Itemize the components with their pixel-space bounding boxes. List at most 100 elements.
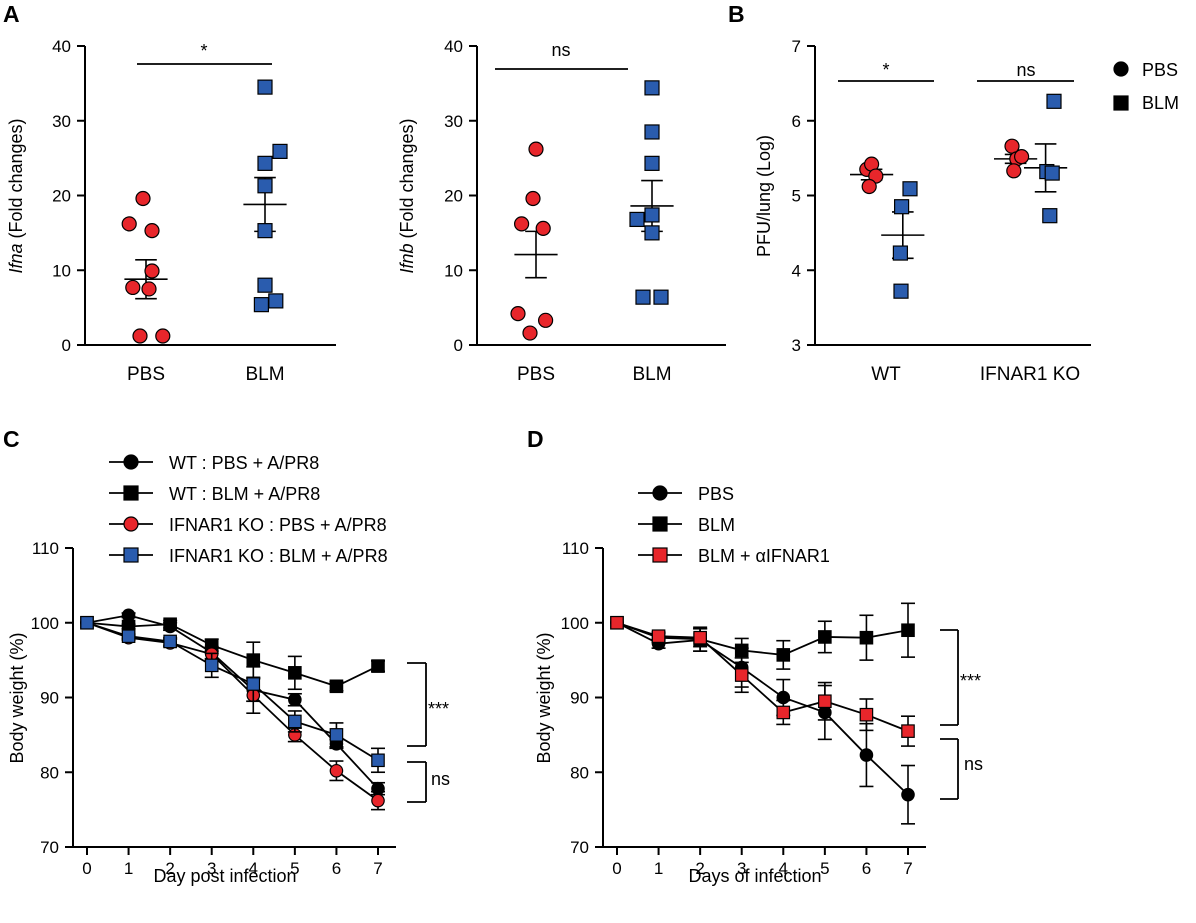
ifnb-x-tick-blm: BLM: [632, 364, 671, 385]
legend-blm-label: BLM: [1142, 93, 1179, 113]
panel-label-a: A: [3, 1, 20, 27]
ifna-pbs-point-5: [141, 281, 157, 297]
ifnb-y-axis-label-unit: (Fold changes): [397, 118, 417, 243]
d-series-1-line: [616, 621, 909, 656]
c-x-tick-label-6: 6: [332, 859, 341, 878]
ifna-pbs-point-2: [144, 223, 160, 239]
ifna-y-tick-label-1: 10: [52, 261, 71, 280]
body-weight-d-plot: Body weight (%) Days of infection *** ns…: [534, 484, 983, 886]
d-x-tick-label-0: 0: [612, 859, 621, 878]
c-series-0-legend-label: WT : PBS + A/PR8: [169, 453, 319, 473]
ifnb-blm-point-7: [653, 289, 669, 305]
pfu-y-tick-label-0: 3: [792, 336, 801, 355]
c-y-tick-label-4: 110: [32, 539, 59, 558]
ifnb-y-tick-label-1: 10: [444, 261, 463, 280]
ifnb-y-axis-label: Ifnb (Fold changes): [397, 118, 417, 273]
ifna-blm-point-6: [268, 293, 284, 309]
c-series-3-point-7: [371, 753, 385, 768]
pfu-ko-pbs-point-3: [1006, 163, 1022, 179]
ifnb-blm-point-4: [644, 207, 660, 223]
ifna-pbs-point-1: [121, 216, 137, 232]
legend-pbs-marker: [1113, 61, 1129, 77]
pfu-wt-blm-point-1: [893, 199, 910, 215]
c-significance-2: ns: [431, 769, 450, 789]
c-series-0-point-5: [288, 692, 302, 707]
d-series-2-legend-marker: [652, 547, 668, 563]
d-series-1-point-5: [818, 630, 832, 644]
d-x-axis-label: Days of infection: [688, 866, 821, 886]
d-y-tick-label-0: 70: [570, 838, 589, 857]
d-y-tick-label-3: 100: [561, 614, 589, 633]
ifnb-pbs-point-4: [510, 306, 526, 322]
ifna-pbs-point-0: [135, 190, 151, 207]
pfu-y-tick-label-1: 4: [792, 261, 801, 280]
pfu-ko-pbs-point-2: [1013, 149, 1030, 165]
c-series-3-line: [86, 621, 379, 762]
d-series-2-point-6: [859, 707, 874, 722]
ifna-blm-point-5: [253, 297, 269, 313]
body-weight-c-plot: Body weight (%) Day post infection *** n…: [7, 453, 450, 886]
d-series-1-point-6: [859, 630, 874, 645]
ifna-pbs-point-7: [155, 328, 171, 344]
ifnb-pbs-point-2: [513, 216, 530, 232]
c-series-1-point-6: [329, 679, 344, 694]
c-series-3-point-6: [329, 728, 344, 742]
ifna-y-tick-label-2: 20: [52, 187, 71, 206]
ifna-y-tick-label-0: 0: [62, 336, 71, 355]
c-series-1-legend-marker: [123, 485, 139, 501]
pfu-significance-wt: *: [882, 60, 889, 80]
legend-pbs-label: PBS: [1142, 60, 1178, 80]
c-series-2-point-6: [329, 763, 344, 778]
ifna-pbs-point-6: [132, 328, 148, 344]
pfu-wt-blm-point-0: [902, 181, 918, 197]
panel-label-c: C: [3, 426, 20, 452]
ifnb-y-tick-label-3: 30: [444, 112, 463, 131]
pfu-wt-pbs-point-3: [861, 178, 877, 195]
d-series-0-point-6: [859, 748, 874, 762]
ifnb-y-axis-label-gene: Ifnb: [397, 244, 417, 274]
d-series-0-legend-marker: [652, 485, 668, 501]
ifnb-y-tick-label-2: 20: [444, 187, 463, 206]
ifnb-blm-point-2: [644, 155, 660, 171]
pfu-wt-blm-point-3: [893, 283, 909, 299]
ifna-blm-point-2: [257, 155, 273, 171]
ifna-significance: *: [200, 41, 207, 61]
pfu-significance-ko: ns: [1016, 60, 1035, 80]
pfu-plot: PFU/lung (Log) WT IFNAR1 KO * ns PBS BLM…: [754, 37, 1179, 385]
c-x-tick-label-1: 1: [124, 859, 133, 878]
ifnb-y-tick-label-4: 40: [444, 37, 463, 56]
c-series-1-point-4: [246, 653, 261, 667]
pfu-ko-blm-point-0: [1046, 93, 1062, 109]
pfu-y-tick-label-4: 7: [792, 37, 801, 56]
d-y-tick-label-2: 90: [570, 689, 589, 708]
c-series-3-legend-marker: [123, 547, 139, 563]
d-x-tick-label-7: 7: [903, 859, 912, 878]
ifna-y-tick-label-4: 40: [52, 37, 71, 56]
d-x-tick-label-4: 4: [779, 859, 788, 878]
c-series-1-point-2: [163, 617, 177, 632]
c-series-3-point-5: [288, 714, 302, 729]
ifna-plot: Ifna (Fold changes) PBS BLM * 0 10 20 30 40: [6, 37, 336, 385]
ifna-blm-point-3: [257, 178, 273, 194]
c-x-tick-label-2: 2: [165, 859, 174, 878]
ifnb-significance: ns: [551, 40, 570, 60]
ifna-y-axis-label: Ifna (Fold changes): [6, 118, 26, 273]
c-x-tick-label-3: 3: [207, 859, 216, 878]
d-series-2-point-7: [901, 724, 915, 738]
c-series-3-point-4: [246, 677, 261, 691]
d-series-2-point-2: [693, 630, 707, 645]
ifna-blm-point-4: [257, 277, 273, 293]
ifnb-plot: Ifnb (Fold changes) PBS BLM ns 0 10 20 30 40: [397, 37, 726, 385]
d-x-tick-label-1: 1: [654, 859, 663, 878]
ifnb-pbs-point-0: [528, 141, 544, 157]
c-y-tick-label-2: 90: [40, 689, 59, 708]
ifna-y-axis-label-unit: (Fold changes): [6, 118, 26, 243]
panel-label-d: D: [527, 426, 544, 452]
d-series-2-point-0: [610, 615, 624, 630]
ifna-pbs-point-4: [125, 279, 141, 296]
ifna-blm-point-0: [257, 79, 273, 95]
ifnb-pbs-point-5: [537, 312, 554, 328]
c-series-2-point-7: [371, 793, 385, 808]
pfu-x-tick-ifnar1-ko: IFNAR1 KO: [980, 364, 1080, 385]
